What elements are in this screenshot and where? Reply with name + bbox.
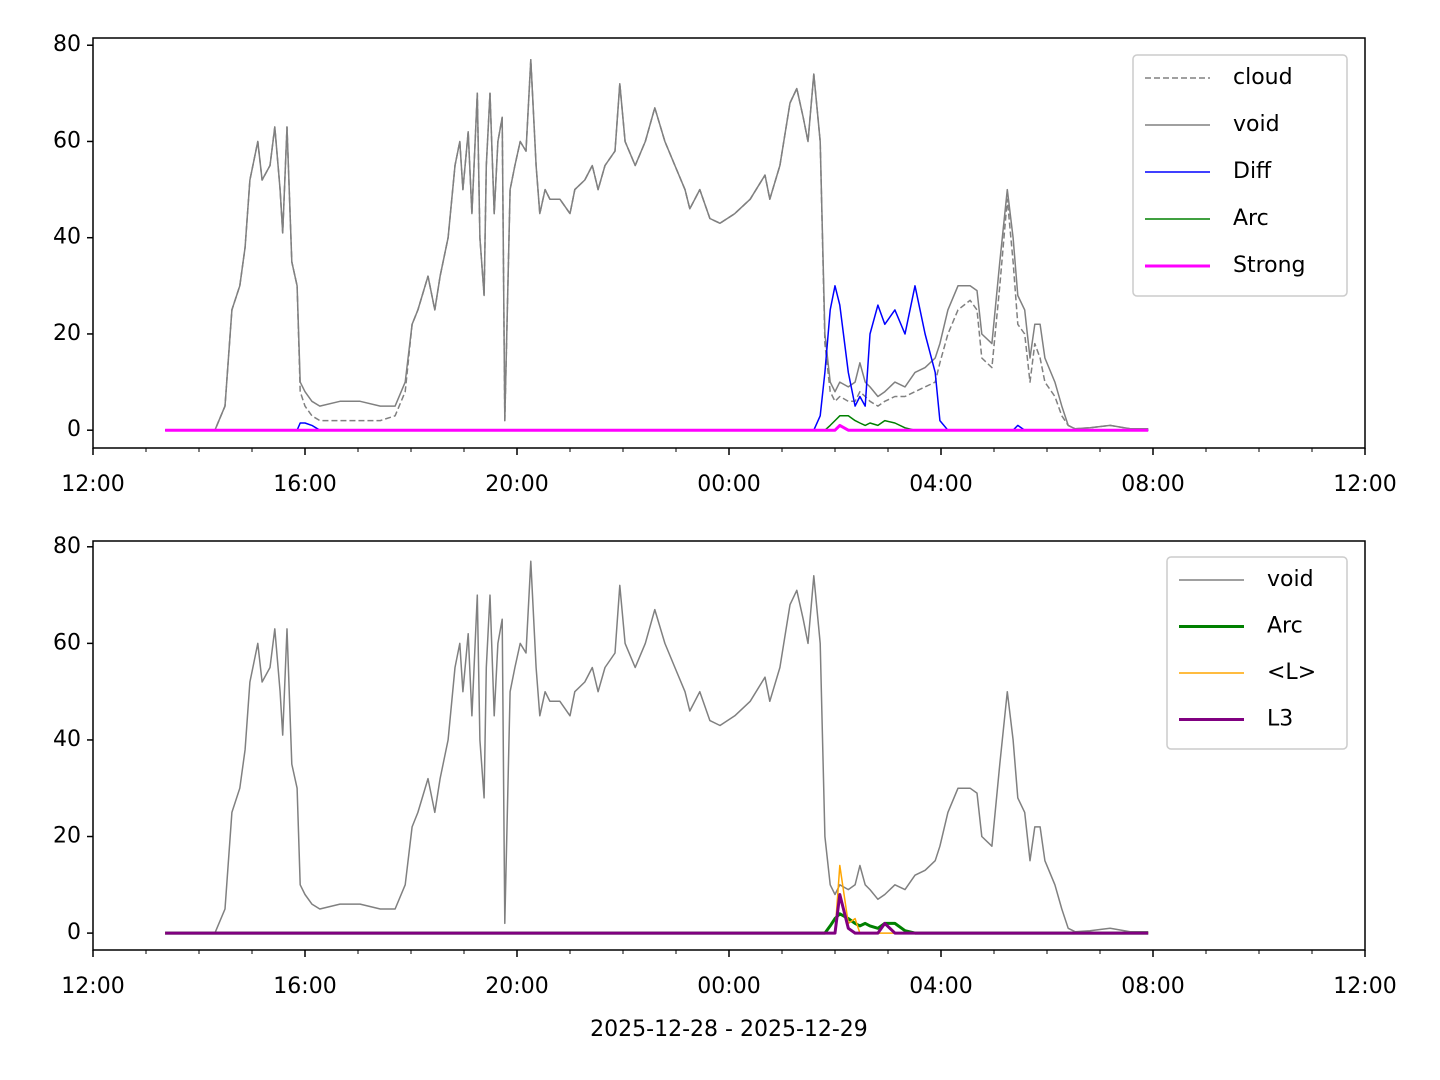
x-tick-label: 16:00 — [273, 974, 336, 999]
series-line — [165, 864, 1149, 934]
series-line — [165, 423, 1149, 432]
series-line — [165, 285, 1149, 431]
x-tick-label: 04:00 — [909, 974, 972, 999]
x-tick-label: 08:00 — [1121, 472, 1184, 497]
y-tick-label: 20 — [53, 321, 81, 346]
y-tick-label: 80 — [53, 534, 81, 559]
y-tick-label: 60 — [53, 630, 81, 655]
x-axis-label: 2025-12-28 - 2025-12-29 — [590, 1017, 868, 1042]
series-line — [165, 415, 1149, 431]
y-tick-label: 60 — [53, 128, 81, 153]
x-tick-label: 16:00 — [273, 472, 336, 497]
x-tick-label: 08:00 — [1121, 974, 1184, 999]
x-tick-label: 00:00 — [697, 974, 760, 999]
legend-box — [1166, 556, 1348, 750]
legend-label: <L> — [1267, 660, 1316, 685]
x-tick-label: 20:00 — [485, 472, 548, 497]
x-tick-label: 12:00 — [1333, 472, 1396, 497]
series-line — [165, 912, 1149, 935]
legend-label: void — [1267, 567, 1314, 592]
x-tick-label: 12:00 — [1333, 974, 1396, 999]
x-tick-label: 20:00 — [485, 974, 548, 999]
series-line — [165, 560, 1149, 934]
y-tick-label: 0 — [67, 417, 81, 442]
legend-label: Diff — [1233, 159, 1272, 184]
x-tick-label: 00:00 — [697, 472, 760, 497]
series-line — [165, 58, 1149, 431]
legend-label: void — [1233, 112, 1280, 137]
series-line — [165, 893, 1149, 935]
series-line — [165, 58, 1149, 431]
legend-label: Arc — [1233, 206, 1269, 231]
x-tick-label: 04:00 — [909, 472, 972, 497]
legend-box — [1132, 54, 1348, 297]
legend-label: L3 — [1267, 707, 1293, 732]
x-tick-label: 12:00 — [61, 472, 124, 497]
y-tick-label: 40 — [53, 225, 81, 250]
y-tick-label: 0 — [67, 920, 81, 945]
legend-label: Arc — [1267, 614, 1303, 639]
x-tick-label: 12:00 — [61, 974, 124, 999]
legend-label: cloud — [1233, 65, 1293, 90]
y-tick-label: 40 — [53, 727, 81, 752]
plot-frame — [92, 37, 1366, 449]
y-tick-label: 80 — [53, 32, 81, 57]
plot-frame — [92, 540, 1366, 951]
y-tick-label: 20 — [53, 824, 81, 849]
legend-label: Strong — [1233, 253, 1306, 278]
